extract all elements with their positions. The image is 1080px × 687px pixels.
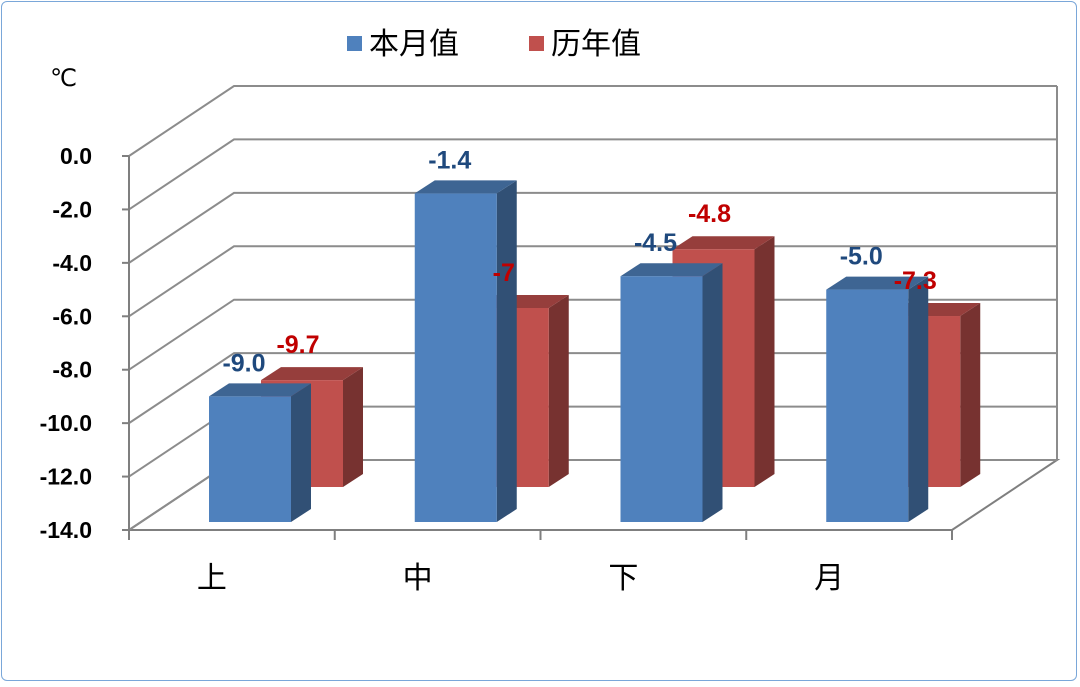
data-label: -4.5 [634,229,677,257]
y-tick-label: 0.0 [60,143,92,169]
legend-label: 本月值 [369,27,459,62]
bar [620,276,703,522]
y-axis-unit-label: ℃ [50,64,77,92]
bar-top [261,367,363,381]
bar-side [754,236,775,487]
bar-side [702,263,723,522]
gridline [128,85,1057,157]
data-label: -5.0 [840,243,883,271]
bar-top [209,383,311,397]
y-tick-label: -14.0 [40,517,92,543]
legend-swatch [529,36,544,51]
bar-side [548,295,569,487]
gridline [128,191,1057,264]
bar-side [343,367,363,487]
bar-top [620,263,723,277]
y-tick-label: -4.0 [52,250,92,276]
bar-top [414,180,517,194]
category-labels: 上中下月 [197,561,844,596]
y-tick-labels: 0.0 -2.0 -4.0 -6.0 -8.0 -10.0 -12.0 -14.0 [40,143,92,543]
y-tick-label: -2.0 [52,196,92,222]
data-label: -9.7 [276,331,319,359]
y-tick-label: -12.0 [40,464,92,490]
bar-top [826,276,929,290]
data-label: -7 [493,259,515,287]
bar-side [960,303,981,487]
gridline [128,298,1057,371]
data-labels: -9.7 -7 -4.8 -7.3 -9.0 -1.4 -4.5 -5.0 [222,146,936,377]
bar-side [496,180,517,522]
category-label: 月 [814,561,844,596]
gridlines [128,85,1058,531]
legend: 本月值 历年值 [347,27,641,62]
y-tick-label: -6.0 [52,303,92,329]
data-label: -9.0 [222,349,265,377]
bar-side [291,383,311,522]
data-label: -7.3 [894,267,937,295]
legend-swatch [347,36,362,51]
category-label: 上 [197,561,227,596]
y-tick-label: -10.0 [40,410,92,436]
gridline [128,352,1057,424]
bar [826,289,909,522]
bar [209,396,291,522]
gridline [128,245,1057,318]
y-tick-label: -8.0 [52,357,92,383]
bar [414,193,497,522]
legend-label: 历年值 [551,27,641,62]
axes [122,155,953,540]
bar-side [908,276,929,522]
category-label: 下 [608,561,638,596]
bars [209,180,981,522]
gridline [128,138,1057,211]
data-label: -1.4 [428,146,471,174]
category-label: 中 [403,561,433,596]
bar-top [672,236,775,250]
data-label: -4.8 [688,200,731,228]
